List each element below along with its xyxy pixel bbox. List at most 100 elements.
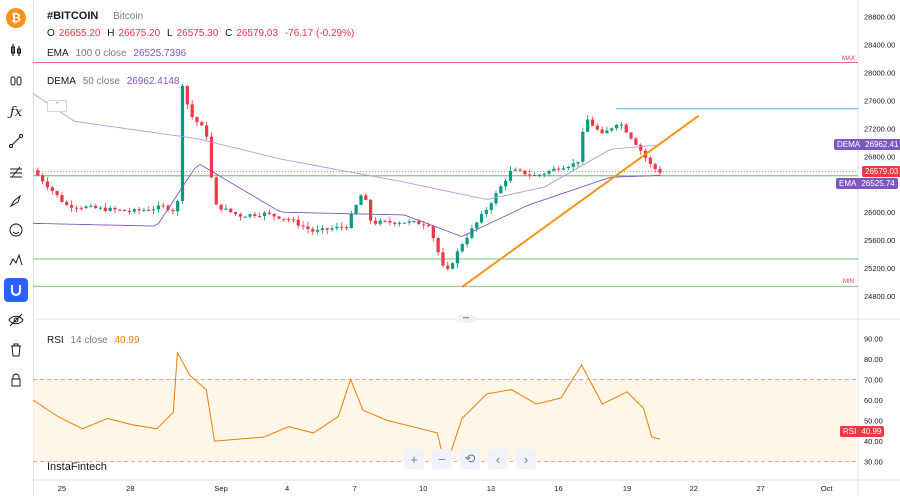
trash-icon[interactable] (4, 338, 28, 362)
candle (166, 205, 170, 210)
rsi-tick-3: 60.00 (864, 396, 883, 405)
candle (533, 174, 537, 176)
rsi-tick-4: 70.00 (864, 375, 883, 384)
candle (74, 207, 79, 209)
candle (123, 209, 127, 212)
max-marker: MAX (842, 56, 856, 62)
candle (94, 205, 98, 209)
candle (552, 168, 556, 171)
candle (103, 207, 107, 211)
candle (576, 161, 580, 164)
time-tick-11: Oct (821, 484, 834, 493)
pattern-icon[interactable] (4, 248, 28, 272)
candle (248, 214, 252, 217)
brush-icon[interactable] (4, 189, 28, 213)
reset-view-button[interactable]: ⟲ (460, 449, 480, 469)
time-tick-2: Sep (214, 484, 227, 493)
rsi-tick-2: 50.00 (864, 417, 883, 426)
rsi-legend[interactable]: RSI 14 close 40.99 (47, 335, 144, 346)
line-tool-icon[interactable] (4, 129, 28, 153)
rsi-line (32, 350, 661, 470)
ohlc-legend: O 26655.20 H 26675.20 L 26575.30 C 26579.03 … (47, 28, 358, 39)
candle (610, 128, 614, 131)
candle (325, 228, 329, 230)
candle (65, 201, 69, 205)
candle (393, 222, 397, 224)
time-tick-0: 25 (58, 484, 66, 493)
candle (147, 209, 151, 211)
candle (296, 219, 300, 226)
candle (455, 251, 460, 264)
zoom-out-button[interactable]: − (432, 449, 452, 469)
candle (639, 144, 643, 151)
pane-resize-handle[interactable]: ••• (456, 315, 476, 323)
candle (624, 124, 628, 133)
candles-icon[interactable] (4, 38, 28, 62)
candle (161, 205, 165, 207)
candle (219, 204, 223, 210)
candle (330, 228, 334, 230)
candle (528, 174, 532, 176)
candle (79, 207, 83, 209)
collapse-legend-button[interactable]: ⌃ (47, 100, 67, 112)
candle (195, 117, 199, 123)
candle (653, 163, 657, 169)
lock-icon[interactable] (4, 368, 28, 392)
scroll-right-button[interactable]: › (516, 449, 536, 469)
candle (224, 208, 228, 210)
candle (156, 205, 160, 210)
candle (412, 221, 416, 223)
emoji-icon[interactable] (4, 218, 28, 242)
candle (287, 218, 291, 220)
price-tick-1: 25200.00 (864, 264, 895, 273)
candle (508, 170, 513, 181)
last-price-tag: 26579.03 (862, 166, 900, 177)
time-tick-10: 27 (756, 484, 764, 493)
candle (180, 85, 185, 201)
price-tick-10: 28800.00 (864, 12, 895, 21)
candle (98, 207, 103, 209)
candle (369, 199, 373, 221)
candle (176, 200, 180, 212)
price-tick-3: 26000.00 (864, 208, 895, 217)
candle (200, 122, 204, 126)
open-label: O (47, 28, 55, 39)
fx-icon[interactable]: ƒx (9, 104, 23, 120)
bitcoin-icon: ₿ (6, 8, 26, 28)
candle (214, 177, 218, 205)
ema-legend[interactable]: EMA 100 0 close 26525.7396 (47, 48, 190, 59)
candle (465, 237, 469, 245)
candle (142, 209, 146, 211)
candle (422, 224, 426, 226)
candle (417, 221, 421, 225)
candle (571, 163, 575, 167)
last-price-value: 26579.03 (865, 167, 899, 176)
candle (190, 104, 194, 118)
candle (494, 193, 498, 204)
fib-icon[interactable] (4, 160, 28, 184)
rsi-params: 14 close (70, 335, 108, 346)
dema-value: 26962.4148 (126, 76, 180, 87)
symbol-description: Bitcoin (113, 11, 144, 22)
eye-icon[interactable] (4, 308, 28, 332)
candle (436, 238, 440, 253)
zoom-in-button[interactable]: + (404, 449, 424, 469)
ema-tag-value: 26525.74 (861, 179, 895, 188)
candle (84, 206, 88, 209)
candle (344, 227, 349, 229)
watermark-logo: InstaFintech (47, 461, 107, 473)
candle (484, 209, 488, 215)
scroll-left-button[interactable]: ‹ (488, 449, 508, 469)
min-marker: MIN (843, 279, 854, 285)
candle (354, 204, 358, 214)
dema-legend[interactable]: DEMA 50 close 26962.4148 (47, 76, 184, 87)
candle (282, 218, 286, 220)
rsi-tick-0: 30.00 (864, 458, 883, 467)
candle (258, 215, 262, 217)
bars-icon[interactable] (4, 69, 28, 93)
time-tick-8: 19 (623, 484, 631, 493)
candle (441, 252, 445, 266)
magnet-icon[interactable] (4, 278, 28, 302)
candle (277, 216, 281, 219)
